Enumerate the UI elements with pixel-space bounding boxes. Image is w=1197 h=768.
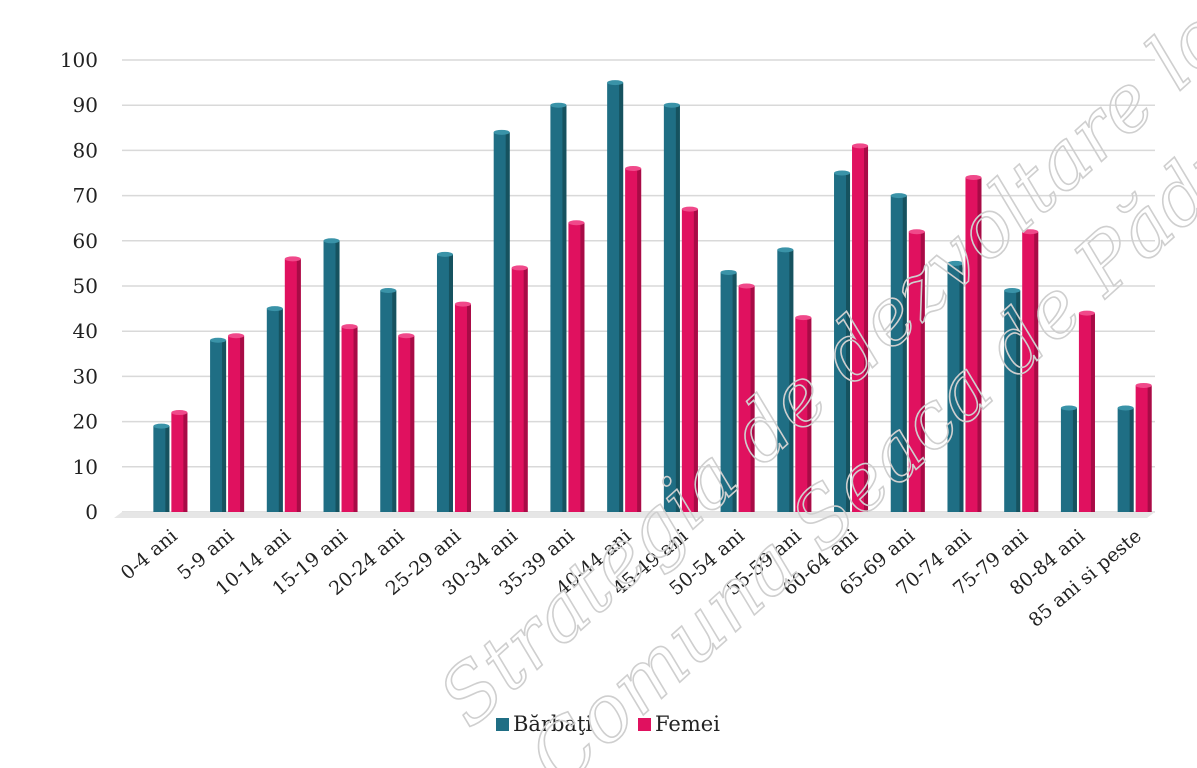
bar-barbati-12 <box>834 170 851 512</box>
bar-femei-8 <box>625 165 642 513</box>
bar-barbati-9 <box>663 102 680 512</box>
bar-barbati-8 <box>607 80 624 512</box>
bar-barbati-1 <box>210 337 227 512</box>
y-tick-label: 70 <box>73 184 98 208</box>
bar-barbati-7 <box>550 102 567 512</box>
legend-label: Bărbaţi <box>513 712 592 736</box>
legend-swatch <box>638 718 651 731</box>
bar-femei-2 <box>284 256 301 512</box>
bar-barbati-5 <box>436 251 453 513</box>
x-category-label: 0-4 ani <box>117 525 182 584</box>
bar-femei-7 <box>568 220 585 512</box>
legend-label: Femei <box>655 712 720 736</box>
y-axis-ticks: 0 10 20 30 40 50 60 70 80 90 100 <box>60 48 98 524</box>
bars <box>153 80 1152 513</box>
bar-barbati-3 <box>323 238 340 513</box>
y-tick-label: 100 <box>60 48 98 72</box>
y-tick-label: 60 <box>73 229 98 253</box>
bar-barbati-0 <box>153 423 170 512</box>
y-tick-label: 30 <box>73 364 98 388</box>
bar-femei-3 <box>341 324 358 512</box>
bar-femei-11 <box>795 315 812 512</box>
bar-barbati-2 <box>266 306 283 512</box>
bar-barbati-17 <box>1117 405 1134 512</box>
bar-barbati-16 <box>1060 405 1077 512</box>
bar-barbati-10 <box>720 269 737 512</box>
legend-item-femei: Femei <box>638 712 720 736</box>
bar-femei-16 <box>1078 310 1095 512</box>
bar-femei-13 <box>908 229 925 512</box>
bar-femei-1 <box>228 333 245 512</box>
y-tick-label: 10 <box>73 455 98 479</box>
bar-femei-15 <box>1022 229 1039 512</box>
y-tick-label: 20 <box>73 410 98 434</box>
bar-femei-6 <box>511 265 528 512</box>
bar-barbati-15 <box>1004 288 1021 512</box>
bar-femei-10 <box>738 283 755 512</box>
bar-barbati-6 <box>493 129 510 512</box>
legend: Bărbaţi Femei <box>496 712 720 736</box>
y-tick-label: 40 <box>73 319 98 343</box>
bar-femei-14 <box>965 175 982 512</box>
bar-barbati-11 <box>777 247 794 512</box>
legend-item-barbati: Bărbaţi <box>496 712 592 736</box>
bar-femei-0 <box>171 410 188 512</box>
bar-femei-9 <box>681 206 698 512</box>
y-tick-label: 80 <box>73 138 98 162</box>
y-tick-label: 0 <box>85 500 98 524</box>
bar-femei-5 <box>454 301 471 512</box>
bar-barbati-4 <box>380 288 397 512</box>
y-tick-label: 90 <box>73 93 98 117</box>
legend-swatch <box>496 718 509 731</box>
bar-barbati-14 <box>947 260 964 512</box>
bar-femei-12 <box>852 143 869 512</box>
y-tick-label: 50 <box>73 274 98 298</box>
bar-barbati-13 <box>890 193 907 512</box>
bar-femei-4 <box>398 333 415 512</box>
bar-femei-17 <box>1135 382 1152 512</box>
chart-floor <box>114 512 1155 518</box>
